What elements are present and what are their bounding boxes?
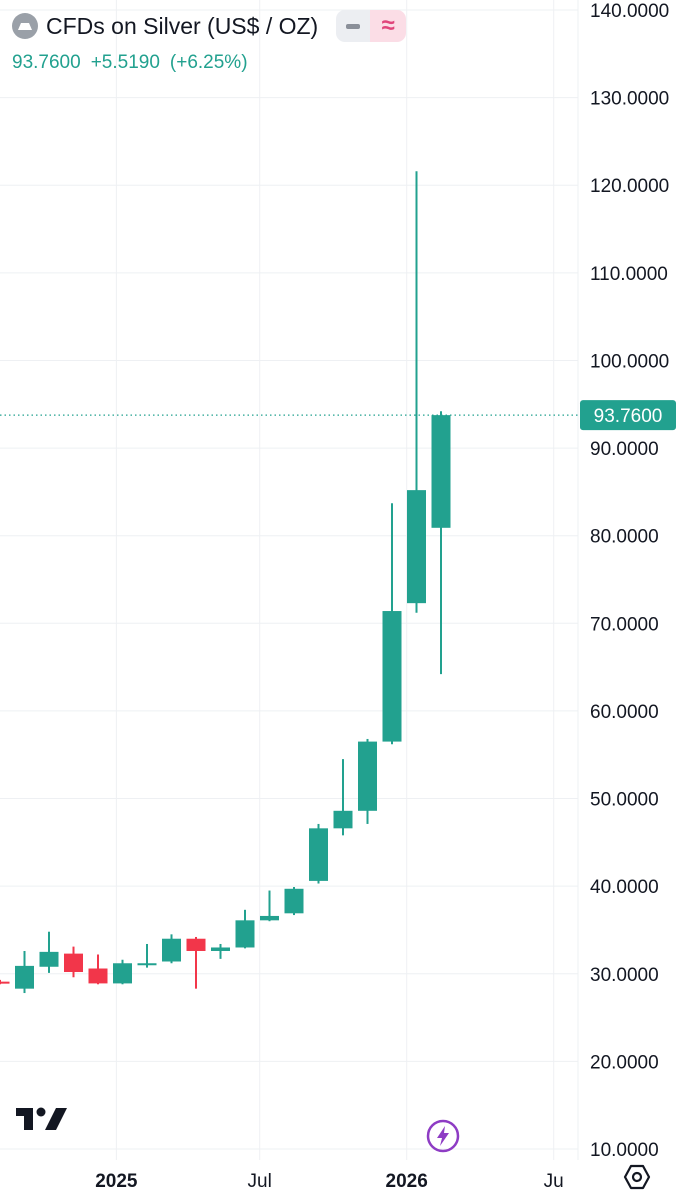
current-price-tag-bg: [580, 400, 676, 431]
candle-body: [333, 810, 353, 829]
chart-header: CFDs on Silver (US$ / OZ) ≈: [12, 10, 407, 42]
candle-body: [431, 415, 451, 528]
y-tick-label: 30.0000: [590, 965, 659, 986]
y-tick-label: 70.0000: [590, 614, 659, 635]
y-tick-label: 10.0000: [590, 1140, 659, 1161]
minus-icon[interactable]: [336, 10, 371, 42]
x-axis: 2025 Jul 2026 Ju: [95, 1171, 564, 1192]
current-price-tag: 93.7600: [580, 400, 676, 431]
y-tick-label: 100.0000: [590, 351, 669, 372]
symbol-icon: [12, 13, 38, 39]
tradingview-logo-icon: [16, 1107, 67, 1130]
last-price: 93.7600: [12, 52, 81, 73]
candle-body: [39, 951, 59, 967]
candle-body: [309, 828, 328, 881]
x-tick-label: 2026: [386, 1171, 428, 1192]
bolt-icon[interactable]: [425, 1118, 461, 1154]
symbol-title[interactable]: CFDs on Silver (US$ / OZ): [46, 12, 319, 39]
candle-body: [137, 963, 157, 966]
y-tick-label: 60.0000: [590, 702, 659, 723]
candle-body: [235, 920, 255, 948]
y-tick-label: 40.0000: [590, 877, 659, 898]
candle-body: [15, 965, 34, 989]
candle-body: [211, 947, 230, 951]
candle-body: [284, 888, 304, 914]
candle-body: [407, 490, 426, 604]
candle-body: [382, 611, 402, 742]
candle-body: [358, 741, 377, 811]
y-tick-label: 110.0000: [590, 264, 668, 285]
candle-body: [162, 938, 181, 962]
quote-line: 93.7600 +5.5190 (+6.25%): [12, 52, 248, 74]
candle-body: [88, 968, 108, 984]
candle-body: [113, 963, 132, 984]
price-change: +5.5190: [90, 52, 160, 73]
y-tick-label: 80.0000: [590, 527, 659, 548]
candle-body: [186, 938, 206, 951]
price-change-percent: (+6.25%): [169, 52, 248, 73]
candle-body: [64, 953, 83, 973]
y-tick-label: 140.0000: [590, 1, 669, 22]
current-price-tag-label: 93.7600: [594, 406, 663, 427]
approx-icon[interactable]: ≈: [370, 10, 407, 42]
chart-mode-toggle: ≈: [336, 10, 407, 42]
y-tick-label: 120.0000: [590, 176, 669, 197]
x-tick-label: 2025: [95, 1171, 138, 1192]
gear-icon[interactable]: [623, 1163, 651, 1191]
y-axis: 10.0000 20.0000 30.0000 40.0000 50.0000 60.00…: [590, 1, 669, 1161]
candle-body: [0, 981, 10, 984]
chart-grid: [0, 0, 579, 1160]
x-tick-label: Jul: [248, 1171, 272, 1192]
y-tick-label: 50.0000: [590, 790, 659, 811]
y-tick-label: 90.0000: [590, 439, 659, 460]
candle-body: [260, 915, 279, 921]
y-tick-label: 130.0000: [590, 89, 669, 110]
y-tick-label: 20.0000: [590, 1052, 659, 1073]
candles: [0, 171, 451, 994]
x-tick-label: Ju: [544, 1171, 564, 1192]
